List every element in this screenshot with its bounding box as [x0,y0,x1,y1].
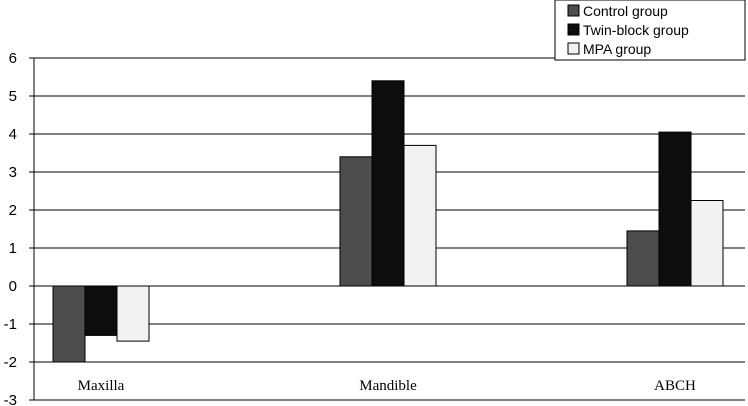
category-label: ABCH [654,378,696,394]
category-labels: Maxilla Mandible ABCH [78,378,696,394]
axes [29,57,745,401]
bar [658,131,692,287]
legend-label: Control group [583,3,668,19]
y-tick-label: 5 [9,88,17,105]
category-label: Maxilla [78,378,125,394]
legend-box [554,0,746,61]
bar [84,285,118,336]
legend: Control group Twin-block group MPA group [554,0,746,61]
bar [52,285,86,363]
legend-label: Twin-block group [583,22,689,38]
y-tick-label: 2 [9,202,17,219]
y-tick-label: 1 [9,240,17,257]
bar [116,285,150,342]
legend-swatch [567,42,580,55]
y-tick-label: 4 [9,126,17,143]
y-tick-label: 6 [9,50,17,67]
legend-swatch [567,23,580,36]
y-tick-label: 0 [9,278,17,295]
bar [339,156,373,287]
y-tick-label: 3 [9,164,17,181]
y-tick-label: -1 [4,316,17,333]
y-tick-labels: 6 5 4 3 2 1 0 -1 -2 -3 [4,50,17,406]
bar [403,144,437,287]
bars [52,80,724,363]
bar [371,80,405,287]
bar [690,200,724,287]
category-label: Mandible [359,378,417,394]
legend-swatch [567,4,580,17]
legend-label: MPA group [583,41,651,57]
y-tick-label: -3 [4,392,17,406]
y-tick-label: -2 [4,354,17,371]
bar [626,230,660,287]
